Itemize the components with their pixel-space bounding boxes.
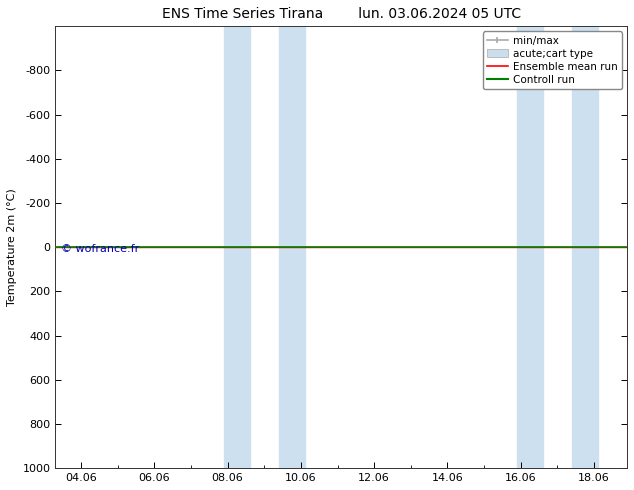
Bar xyxy=(224,26,250,468)
Bar xyxy=(517,26,543,468)
Bar xyxy=(279,26,304,468)
Bar xyxy=(572,26,598,468)
Y-axis label: Temperature 2m (°C): Temperature 2m (°C) xyxy=(7,188,17,306)
Legend: min/max, acute;cart type, Ensemble mean run, Controll run: min/max, acute;cart type, Ensemble mean … xyxy=(482,31,622,89)
Text: © wofrance.fr: © wofrance.fr xyxy=(61,244,139,253)
Title: ENS Time Series Tirana        lun. 03.06.2024 05 UTC: ENS Time Series Tirana lun. 03.06.2024 0… xyxy=(162,7,521,21)
